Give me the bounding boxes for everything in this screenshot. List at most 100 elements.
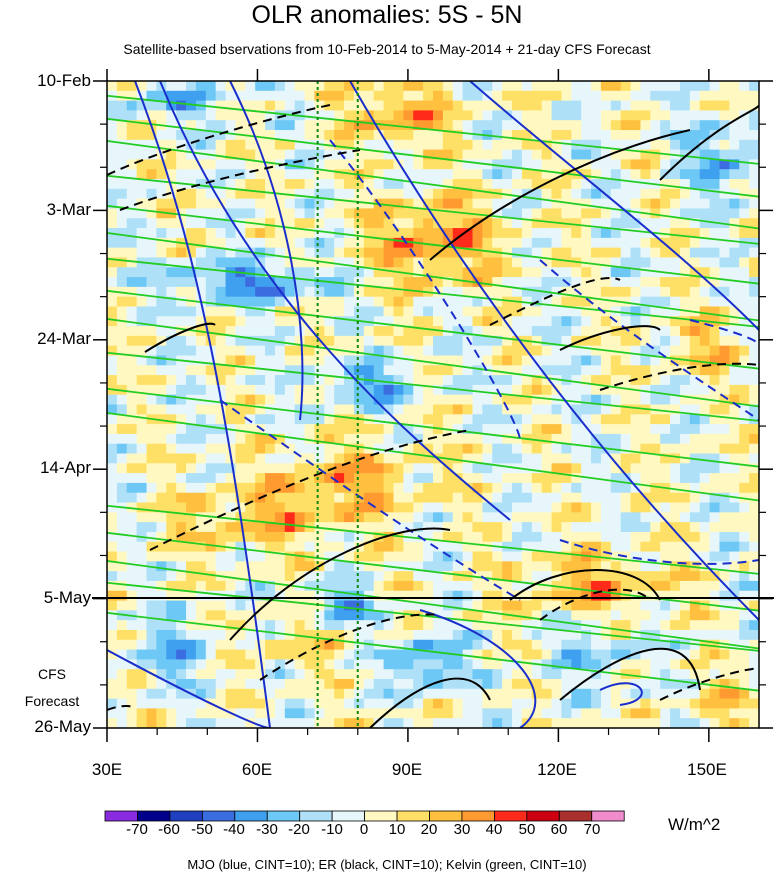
heatmap-cell	[107, 218, 118, 229]
heatmap-cell	[304, 414, 316, 425]
heatmap-cell	[492, 561, 503, 572]
heatmap-cell	[403, 355, 414, 366]
heatmap-cell	[660, 522, 671, 533]
heatmap-cell	[472, 473, 483, 484]
heatmap-cell	[383, 286, 395, 298]
filter-contours	[107, 81, 759, 728]
heatmap-cell	[610, 414, 622, 425]
heatmap-cell	[324, 130, 335, 141]
heatmap-cell	[205, 375, 217, 386]
heatmap-cell	[353, 688, 365, 700]
heatmap-cell	[116, 482, 128, 494]
heatmap-cell	[304, 375, 316, 386]
heatmap-cell	[531, 355, 543, 366]
heatmap-cell	[304, 345, 316, 357]
heatmap-cell	[265, 414, 276, 425]
heatmap-cell	[512, 345, 523, 357]
heatmap-cell	[383, 541, 395, 553]
heatmap-cell	[116, 463, 128, 474]
heatmap-cell	[314, 179, 325, 190]
heatmap-cell	[689, 551, 701, 562]
heatmap-cell	[521, 306, 533, 317]
heatmap-cell	[571, 326, 582, 337]
heatmap-cell	[195, 492, 207, 504]
heatmap-cell	[166, 365, 177, 376]
colorbar-level-label: -50	[191, 821, 213, 838]
heatmap-cell	[600, 610, 612, 621]
heatmap-cell	[433, 620, 444, 631]
heatmap-cell	[472, 698, 483, 709]
heatmap-cell	[116, 208, 128, 219]
heatmap-cell	[166, 708, 177, 719]
heatmap-cell	[116, 110, 128, 121]
heatmap-cell	[472, 639, 483, 651]
heatmap-cell	[176, 669, 187, 680]
heatmap-cell	[670, 610, 681, 621]
heatmap-cell	[146, 169, 157, 180]
heatmap-cell	[620, 237, 632, 249]
heatmap-cell	[630, 110, 642, 121]
heatmap-cell	[729, 326, 740, 337]
heatmap-cell	[492, 443, 503, 455]
heatmap-cell	[689, 463, 701, 474]
heatmap-cell	[166, 228, 177, 239]
heatmap-cell	[512, 100, 523, 112]
heatmap-cell	[195, 149, 207, 161]
heatmap-cell	[709, 649, 721, 660]
heatmap-cell	[344, 316, 355, 327]
heatmap-cell	[195, 237, 207, 249]
heatmap-cell	[719, 277, 730, 288]
heatmap-cell	[610, 188, 622, 200]
heatmap-cell	[176, 522, 187, 533]
heatmap-cell	[413, 198, 424, 210]
heatmap-cell	[561, 404, 572, 415]
heatmap-cell	[255, 100, 266, 112]
heatmap-cell	[521, 375, 533, 386]
heatmap-cell	[452, 355, 464, 366]
heatmap-cell	[245, 463, 256, 474]
heatmap-cell	[274, 522, 286, 533]
heatmap-cell	[403, 561, 414, 572]
heatmap-cell	[670, 512, 681, 523]
heatmap-cell	[304, 130, 316, 141]
heatmap-cell	[521, 286, 533, 298]
heatmap-cell	[492, 335, 503, 347]
heatmap-cell	[423, 424, 434, 435]
heatmap-cell	[176, 404, 187, 415]
heatmap-cell	[413, 90, 424, 102]
heatmap-cell	[255, 345, 266, 357]
heatmap-cell	[610, 473, 622, 484]
heatmap-cell	[116, 551, 128, 562]
heatmap-cell	[314, 296, 325, 308]
heatmap-cell	[107, 81, 118, 92]
heatmap-cell	[670, 326, 681, 337]
heatmap-cell	[126, 512, 138, 523]
heatmap-cell	[423, 375, 434, 386]
heatmap-cell	[541, 384, 553, 396]
heatmap-cell	[403, 639, 414, 651]
heatmap-cell	[640, 335, 651, 347]
heatmap-cell	[284, 179, 296, 190]
heatmap-cell	[719, 237, 730, 249]
heatmap-cell	[294, 375, 306, 386]
heatmap-cell	[739, 384, 750, 396]
heatmap-cell	[749, 453, 759, 464]
heatmap-cell	[610, 571, 622, 582]
heatmap-cell	[660, 296, 671, 308]
heatmap-cell	[126, 600, 138, 611]
heatmap-cell	[245, 600, 256, 611]
heatmap-cell	[393, 296, 404, 308]
heatmap-cell	[403, 620, 414, 631]
heatmap-cell	[699, 110, 711, 121]
heatmap-cell	[620, 257, 632, 268]
heatmap-cell	[739, 365, 750, 376]
heatmap-cell	[502, 237, 513, 249]
heatmap-cell	[215, 492, 227, 504]
heatmap-cell	[699, 463, 711, 474]
heatmap-cell	[630, 247, 642, 259]
heatmap-cell	[423, 149, 434, 161]
heatmap-cell	[482, 149, 493, 161]
heatmap-cell	[373, 130, 385, 141]
heatmap-cell	[284, 257, 296, 268]
heatmap-cell	[304, 335, 316, 347]
